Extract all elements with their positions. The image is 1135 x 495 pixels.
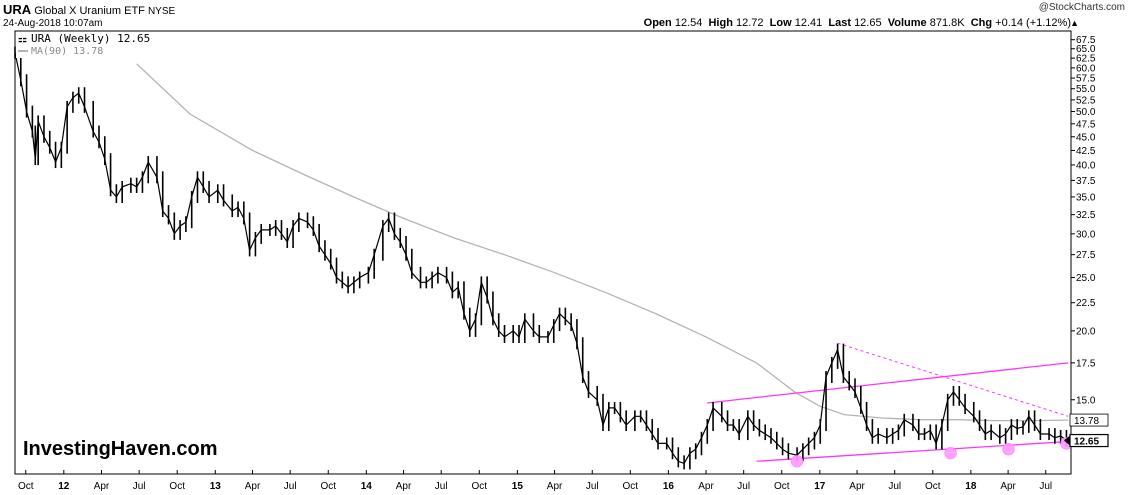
- y-tick-label: 67.5: [1076, 35, 1096, 46]
- y-tick-label: 35.0: [1076, 192, 1096, 203]
- x-tick-label: Jul: [133, 481, 146, 492]
- exchange-name: NYSE: [147, 6, 176, 17]
- x-tick-label: 17: [814, 481, 826, 492]
- last-value: 12.65: [854, 17, 882, 29]
- x-tick-label: Jul: [284, 481, 297, 492]
- y-tick-label: 37.5: [1076, 176, 1096, 187]
- low-label: Low: [769, 17, 792, 29]
- x-tick-label: Jul: [586, 481, 599, 492]
- change-value: +0.14 (+1.12%): [995, 17, 1071, 29]
- x-tick-label: 15: [512, 481, 524, 492]
- y-tick-label: 55.0: [1076, 84, 1096, 95]
- resistance-trendline: [837, 342, 1069, 417]
- x-tick-label: Apr: [698, 481, 714, 492]
- copyright-text: @StockCharts.com: [1038, 2, 1125, 13]
- ticker-symbol: URA: [3, 2, 32, 17]
- y-tick-label: 50.0: [1076, 107, 1096, 118]
- x-tick-label: Oct: [169, 481, 185, 492]
- y-tick-label: 57.5: [1076, 74, 1096, 85]
- support-touch-marker: [944, 446, 957, 460]
- x-tick-label: Apr: [547, 481, 563, 492]
- y-tick-label: 30.0: [1076, 229, 1096, 240]
- x-tick-label: Oct: [471, 481, 487, 492]
- x-tick-label: Apr: [849, 481, 865, 492]
- y-tick-label: 20.0: [1076, 326, 1096, 337]
- price-legend-label: URA (Weekly) 12.65: [31, 32, 150, 45]
- x-tick-label: 18: [965, 481, 977, 492]
- x-tick-label: Oct: [774, 481, 790, 492]
- chart-title: URA Global X Uranium ETF NYSE: [3, 2, 175, 17]
- value-label-text: 13.78: [1074, 416, 1099, 427]
- y-tick-label: 32.5: [1076, 210, 1096, 221]
- x-tick-label: Apr: [1000, 481, 1016, 492]
- x-tick-label: Jul: [737, 481, 750, 492]
- value-label-pointer: [1064, 435, 1070, 446]
- price-legend-icon: ⚏: [18, 34, 27, 45]
- volume-value: 871.8K: [929, 17, 965, 29]
- open-value: 12.54: [674, 17, 703, 29]
- ma-line: [136, 63, 1069, 422]
- x-tick-label: Apr: [94, 481, 110, 492]
- y-tick-label: 22.5: [1076, 298, 1096, 309]
- y-tick-label: 47.5: [1076, 119, 1096, 130]
- x-tick-label: 16: [663, 481, 675, 492]
- y-tick-label: 42.5: [1076, 146, 1096, 157]
- y-tick-label: 62.5: [1076, 54, 1096, 65]
- support-touch-marker: [790, 455, 804, 468]
- x-tick-label: Jul: [1039, 481, 1052, 492]
- chart-legend: ⚏ URA (Weekly) 12.65 MA(90) 13.78: [16, 32, 166, 58]
- x-tick-label: Apr: [396, 481, 412, 492]
- y-tick-label: 15.0: [1076, 395, 1096, 406]
- value-label-text: 12.65: [1074, 437, 1099, 448]
- price-line: [14, 52, 1067, 465]
- legend-background: [16, 32, 166, 58]
- x-tick-label: 14: [361, 481, 373, 492]
- last-label: Last: [828, 17, 851, 29]
- open-label: Open: [643, 17, 672, 29]
- low-value: 12.41: [794, 17, 823, 29]
- channel-upper-trendline: [707, 362, 1069, 404]
- x-tick-label: Oct: [320, 481, 336, 492]
- value-label-box: [1069, 413, 1109, 427]
- quote-summary: Open 12.54 High 12.72 Low 12.41 Last 12.…: [644, 17, 1071, 29]
- watermark-text: InvestingHaven.com: [23, 438, 218, 460]
- high-label: High: [708, 17, 733, 29]
- y-tick-label: 40.0: [1076, 160, 1096, 171]
- y-tick-label: 25.0: [1076, 273, 1096, 284]
- x-tick-label: Jul: [888, 481, 901, 492]
- y-tick-label: 60.0: [1076, 63, 1096, 74]
- channel-lower-trendline: [756, 440, 1069, 462]
- x-tick-label: Apr: [245, 481, 261, 492]
- change-up-icon: ▲: [1070, 18, 1079, 28]
- plot-frame: [14, 30, 1072, 475]
- y-tick-label: 65.0: [1076, 44, 1096, 55]
- y-tick-label: 45.0: [1076, 132, 1096, 143]
- x-tick-label: Jul: [435, 481, 448, 492]
- volume-label: Volume: [887, 17, 927, 29]
- x-tick-label: 13: [210, 481, 222, 492]
- y-tick-label: 27.5: [1076, 250, 1096, 261]
- x-tick-label: 12: [58, 481, 70, 492]
- x-tick-label: Oct: [623, 481, 639, 492]
- x-tick-label: Oct: [925, 481, 941, 492]
- chart-date: 24-Aug-2018 10:07am: [3, 18, 103, 29]
- x-tick-label: Oct: [18, 481, 34, 492]
- security-name: Global X Uranium ETF: [34, 5, 145, 17]
- change-label: Chg: [970, 17, 993, 29]
- y-tick-label: 17.5: [1076, 358, 1096, 369]
- ma-legend-label: MA(90) 13.78: [31, 46, 103, 57]
- y-tick-label: 52.5: [1076, 95, 1096, 106]
- high-value: 12.72: [736, 17, 764, 29]
- support-touch-marker: [1002, 442, 1015, 456]
